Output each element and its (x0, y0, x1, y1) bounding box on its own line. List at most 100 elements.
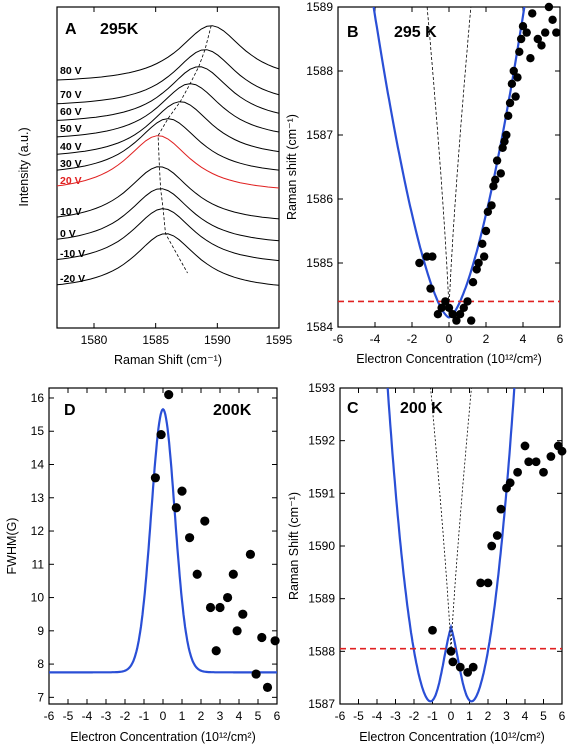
y-tick-label: 14 (31, 458, 45, 472)
y-tick-label: 1584 (306, 320, 333, 334)
data-point (487, 201, 496, 210)
panel-d-data-points (150, 390, 280, 692)
data-point (516, 34, 526, 44)
y-tick-label: 13 (31, 491, 45, 505)
voltage-label: 50 V (60, 123, 82, 135)
panel-c-data-points (428, 441, 567, 677)
voltage-label: -10 V (60, 248, 85, 260)
data-point (156, 429, 166, 440)
data-point (502, 130, 511, 140)
data-point (468, 662, 478, 672)
spectrum-trace (57, 49, 279, 105)
panel-a-ylabel: Intensity (a.u.) (17, 127, 31, 206)
spectrum-trace (57, 135, 279, 189)
y-tick-label: 1592 (308, 434, 335, 448)
voltage-label: 10 V (60, 206, 82, 218)
panel-b-data-points (415, 2, 561, 325)
spectrum-trace (57, 118, 279, 171)
theory-curve (49, 407, 277, 674)
data-point (468, 278, 478, 287)
y-tick-label: 1591 (308, 486, 335, 500)
y-tick-label: 10 (31, 591, 45, 605)
data-point (489, 182, 498, 191)
data-point (270, 636, 280, 646)
data-point (518, 22, 528, 31)
data-point (228, 569, 238, 579)
panel-c-ticks: -6 -5 -4 -3 -2 -1 0 1 2 3 4 5 6 1587 1588 1589 1590 1591 1… (308, 381, 565, 723)
y-tick-label: 1588 (308, 644, 335, 658)
panel-a-x-ticks: 1580 1585 1590 1595 (81, 7, 293, 347)
data-point (492, 531, 502, 540)
panel-b-theory-curves (338, 7, 560, 319)
spectrum-trace (57, 25, 279, 81)
data-point (513, 467, 522, 477)
panel-b-xlabel: Electron Concentration (10¹²/cm²) (356, 352, 541, 366)
data-point (507, 79, 517, 89)
data-point (476, 578, 485, 588)
y-tick-label: 1590 (308, 539, 335, 553)
y-tick-label: 1593 (308, 381, 335, 395)
data-point (472, 265, 481, 274)
data-point (492, 156, 502, 165)
panel-a-frame (56, 6, 280, 329)
data-point (500, 137, 509, 146)
y-tick-label: 1587 (308, 697, 335, 711)
data-point (483, 578, 493, 588)
data-point (483, 207, 493, 216)
data-point (455, 662, 465, 672)
spectrum-trace (57, 166, 279, 220)
data-point (262, 682, 273, 692)
panel-c: -6 -5 -4 -3 -2 -1 0 1 2 3 4 5 6 1587 1588 1589 1590 1591 1… (287, 381, 567, 744)
theory-curve (386, 388, 516, 703)
spectrum-trace (57, 208, 279, 262)
data-point (150, 473, 160, 483)
data-point (524, 457, 534, 467)
x-tick-label: 2 (198, 709, 205, 723)
x-tick-label: -2 (407, 332, 418, 346)
panel-a-spectra (57, 25, 279, 286)
x-tick-label: 2 (485, 709, 492, 723)
data-point (463, 297, 472, 306)
panel-d-xlabel: Electron Concentration (10¹²/cm²) (70, 730, 255, 744)
y-tick-label: 1588 (306, 64, 333, 78)
x-tick-label: -4 (372, 709, 383, 723)
x-tick-label: 0 (160, 709, 167, 723)
panel-c-theory-curves (340, 388, 562, 703)
voltage-label: 0 V (60, 228, 76, 240)
x-tick-label: 4 (522, 709, 529, 723)
panel-b: -6 -4 -2 0 2 4 6 1584 1585 1586 1587 1588 1589 B 295… (285, 0, 564, 366)
data-point (557, 446, 567, 456)
panel-d-ylabel: FWHM(G) (5, 518, 19, 575)
data-point (446, 646, 456, 656)
voltage-label: 80 V (60, 65, 82, 77)
data-point (505, 478, 515, 488)
y-tick-label: 9 (37, 624, 44, 638)
panel-a-peak-trend-line (157, 25, 212, 274)
data-point (544, 2, 554, 12)
data-point (415, 258, 424, 268)
spectrum-trace (57, 83, 279, 138)
voltage-label: 30 V (60, 158, 82, 170)
panel-c-ylabel: Raman Shift (cm⁻¹) (287, 492, 301, 600)
data-point (223, 592, 233, 603)
panel-a-temp: 295K (100, 21, 139, 38)
x-tick-label: 1590 (204, 333, 231, 347)
data-point (537, 41, 546, 50)
data-point (164, 390, 174, 400)
x-tick-label: 5 (255, 709, 262, 723)
data-point (211, 646, 221, 656)
data-point (541, 28, 550, 37)
data-point (463, 668, 473, 677)
data-point (552, 28, 561, 37)
data-point (520, 441, 530, 451)
panel-d-letter: D (64, 402, 76, 419)
data-point (238, 609, 248, 619)
panel-c-letter: C (347, 400, 359, 417)
data-point (448, 310, 457, 319)
data-point (474, 258, 483, 268)
panel-a-xlabel: Raman Shift (cm⁻¹) (114, 353, 222, 367)
y-tick-label: 1589 (308, 592, 335, 606)
x-tick-label: 2 (483, 332, 490, 346)
data-point (481, 226, 491, 236)
